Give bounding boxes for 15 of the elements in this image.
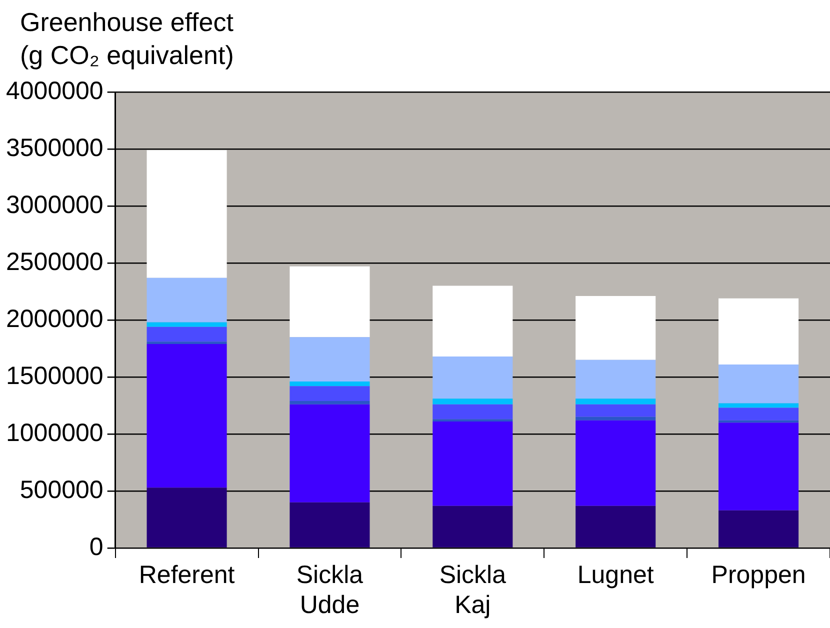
x-tick-label: Referent — [138, 560, 235, 589]
y-tick-label: 2000000 — [6, 304, 104, 333]
x-tick-label: Proppen — [711, 560, 806, 589]
x-tick-label: Sickla Udde — [296, 560, 364, 619]
y-tick-label: 3500000 — [6, 134, 104, 162]
x-tick-label: Sickla Kaj — [439, 560, 506, 619]
y-tick-label: 500000 — [20, 476, 104, 504]
y-tick-label: 4000000 — [6, 76, 104, 105]
y-tick-label: 0 — [89, 532, 104, 561]
y-tick-label: 2500000 — [6, 248, 104, 276]
y-axis-title: Greenhouse effect (g CO₂ equivalent) — [20, 6, 235, 72]
y-tick-label: 1000000 — [6, 418, 104, 447]
y-tick-label: 1500000 — [6, 362, 104, 390]
y-tick-label: 3000000 — [6, 190, 104, 219]
x-tick-label: Lugnet — [577, 560, 654, 589]
